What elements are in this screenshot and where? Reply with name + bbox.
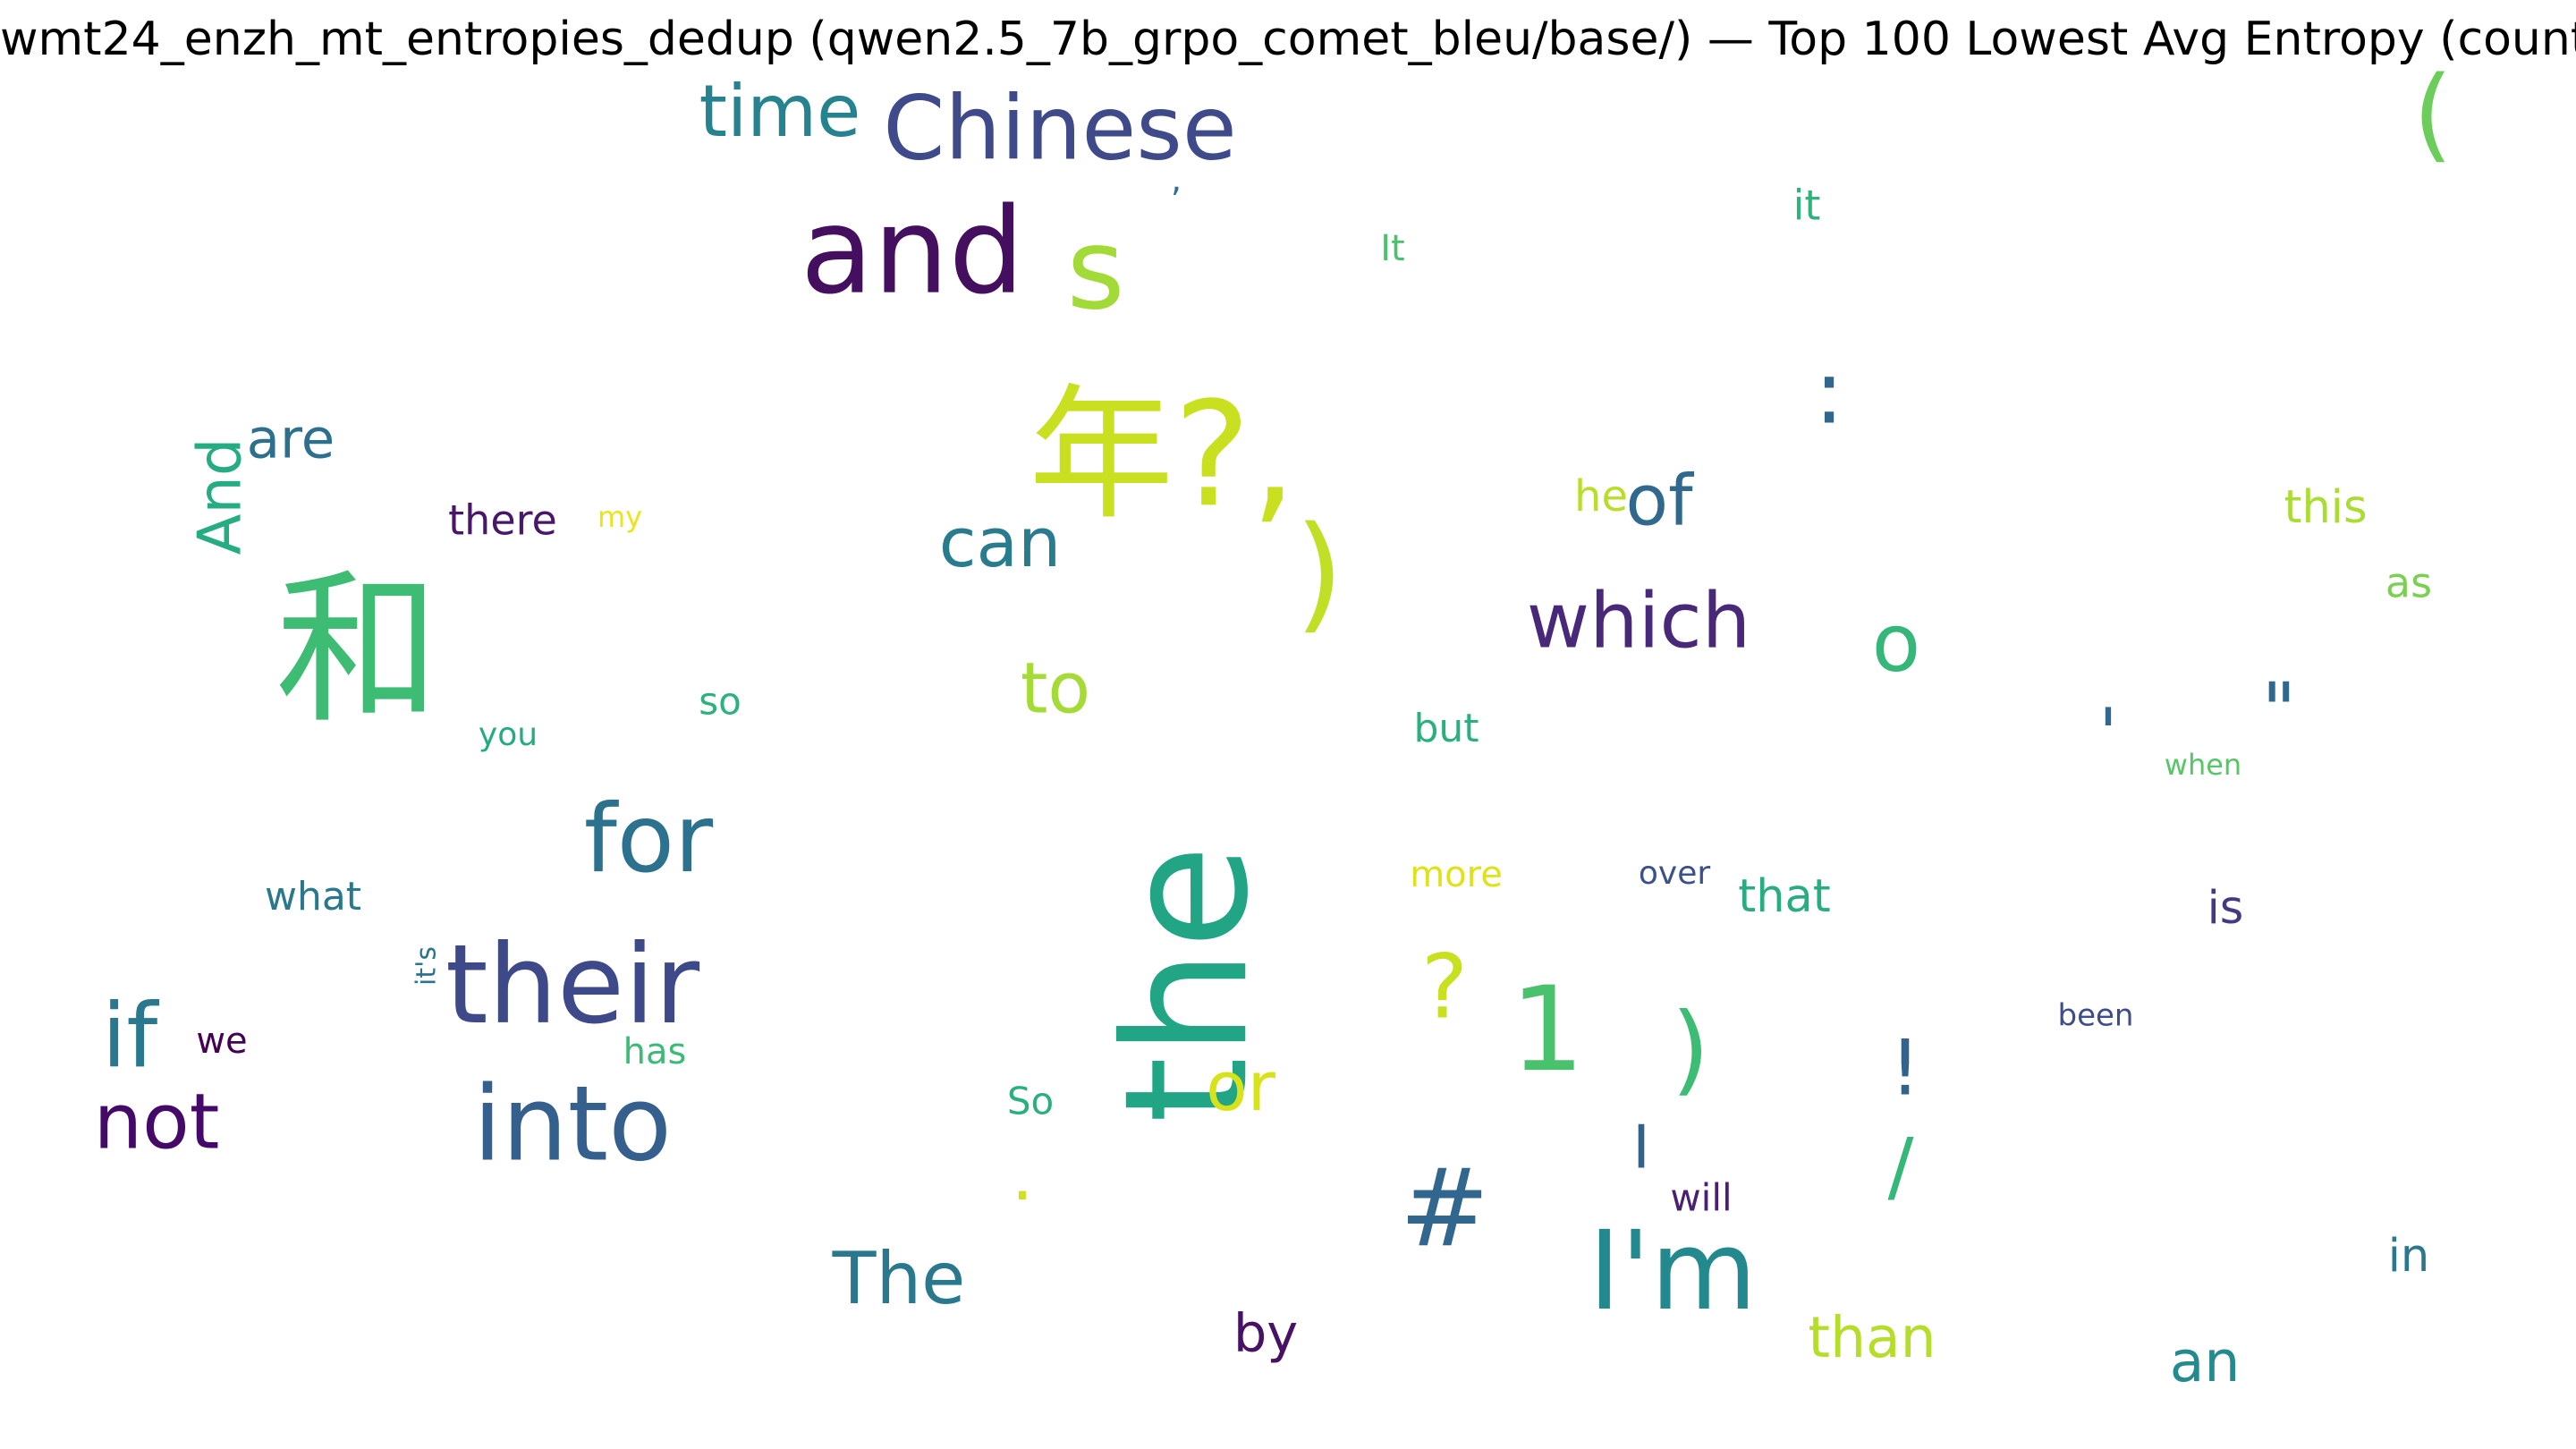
wordcloud-word: ) xyxy=(1294,500,1343,647)
wordcloud-word: we xyxy=(196,1021,247,1062)
wordcloud-word: of xyxy=(1625,461,1694,541)
wordcloud-word: this xyxy=(2284,481,2367,534)
wordcloud-word: more xyxy=(1410,854,1503,895)
wordcloud-word: so xyxy=(699,680,741,724)
wordcloud-word: and xyxy=(801,183,1024,321)
wordcloud-word: but xyxy=(1413,706,1479,751)
wordcloud-word: you xyxy=(479,716,538,753)
wordcloud-word: which xyxy=(1527,576,1751,665)
wordcloud-word: it xyxy=(1793,182,1821,230)
wordcloud-word: to xyxy=(1021,648,1090,729)
wordcloud-word: if xyxy=(102,985,160,1088)
chart-title: wmt24_enzh_mt_entropies_dedup (qwen2.5_7… xyxy=(0,13,2576,66)
wordcloud-word: ? xyxy=(1421,936,1469,1038)
wordcloud-word: been xyxy=(2058,998,2134,1034)
wordcloud-word: in xyxy=(2388,1230,2430,1283)
wordcloud-word: my xyxy=(597,500,642,534)
wordcloud-word: s xyxy=(1066,205,1124,335)
wordcloud-word: ( xyxy=(2413,54,2453,173)
wordcloud-word: The xyxy=(832,1237,966,1320)
wordcloud-word: into xyxy=(473,1064,672,1185)
wordcloud-word: by xyxy=(1233,1302,1298,1364)
wordcloud-word: or xyxy=(1206,1046,1275,1126)
wordcloud-word: / xyxy=(1888,1122,1914,1211)
wordcloud-word: ' xyxy=(2099,693,2118,773)
wordcloud-word: 和 xyxy=(275,555,440,746)
wordcloud-word: is xyxy=(2207,882,2244,935)
wordcloud-word: 年?, xyxy=(1029,371,1296,539)
wordcloud-word: can xyxy=(939,503,1062,582)
wordcloud-word: the xyxy=(1088,844,1285,1123)
wordcloud-word: time xyxy=(699,70,861,153)
wordcloud-word: he xyxy=(1574,471,1628,521)
wordcloud-word: for xyxy=(584,784,714,894)
wordcloud-word: " xyxy=(2262,666,2297,754)
wordcloud-word: I'm xyxy=(1589,1208,1757,1335)
wordcloud-word: has xyxy=(623,1031,687,1072)
wordcloud-word: I xyxy=(1632,1113,1650,1182)
wordcloud-word: Chinese xyxy=(883,77,1237,180)
wordcloud-word: an xyxy=(2170,1329,2241,1394)
wordcloud-word: it's xyxy=(411,946,443,986)
wordcloud-word: It xyxy=(1380,228,1404,269)
wordcloud-word: not xyxy=(94,1077,220,1166)
wordcloud-word: And xyxy=(185,438,255,555)
wordcloud-word: when xyxy=(2165,748,2241,782)
wordcloud-word: 1 xyxy=(1510,961,1584,1097)
wordcloud-word: o xyxy=(1872,596,1920,689)
wordcloud-word: . xyxy=(1012,1136,1033,1216)
wordcloud-word: that xyxy=(1738,870,1831,923)
wordcloud-word: what xyxy=(265,874,361,919)
wordcloud-word: will xyxy=(1670,1176,1732,1220)
wordcloud-word: there xyxy=(448,496,557,545)
wordcloud-word: than xyxy=(1808,1305,1936,1370)
wordcloud-word: # xyxy=(1400,1148,1490,1272)
wordcloud-word: , xyxy=(1171,160,1182,199)
wordcloud-word: as xyxy=(2385,559,2432,607)
wordcloud-word: So xyxy=(1007,1080,1054,1123)
wordcloud-word: their xyxy=(445,921,700,1048)
wordcloud-word: : xyxy=(1814,341,1843,444)
wordcloud-word: are xyxy=(247,408,335,471)
wordcloud-word: over xyxy=(1639,855,1710,892)
wordcloud-word: ) xyxy=(1672,991,1710,1106)
wordcloud-word: ! xyxy=(1890,1023,1920,1113)
